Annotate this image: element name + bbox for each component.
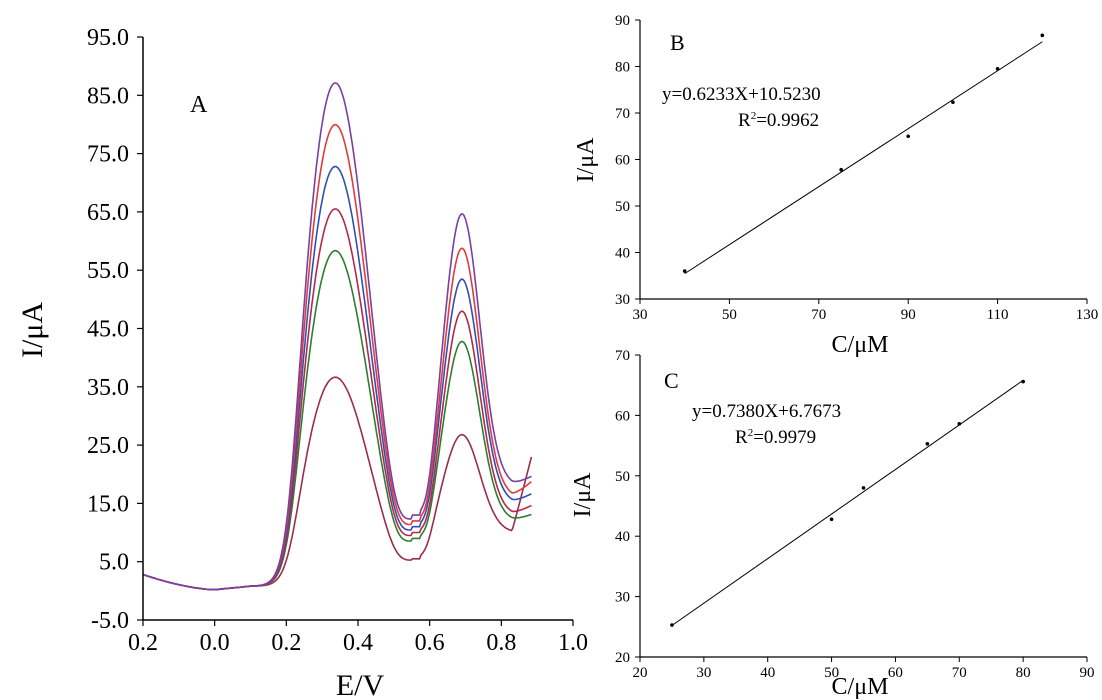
panel-b-point [682, 269, 687, 273]
panel-a-y-tick-label: 75.0 [87, 142, 129, 168]
panel-a-x-tick-label: 0.0 [200, 630, 230, 656]
panel-c-point [925, 441, 930, 446]
panel-a-series-line [142, 376, 533, 591]
panel-c-y-tick-label: 50 [615, 469, 630, 485]
panel-a-ticks: -5.0 5.0 15.0 25.0 35.0 45.0 55.0 65.0 75.0 85.0 9… [87, 25, 588, 656]
panel-a-y-tick-label: 5.0 [99, 550, 129, 576]
panel-c-x-tick-label: 30 [696, 665, 711, 681]
panel-b-point [1040, 33, 1045, 38]
panel-c-label: C [664, 368, 679, 393]
panel-b-r2-value: =0.9962 [756, 110, 819, 131]
panel-b-point [906, 134, 910, 139]
panel-b-points [682, 33, 1045, 273]
panel-a-x-tick-label: 1.0 [558, 630, 588, 656]
panel-b-r2-sup: 2 [751, 110, 757, 122]
panel-b-x-tick-label: 130 [1076, 307, 1099, 323]
panel-a-series-line [142, 123, 532, 591]
panel-c-point [670, 623, 674, 627]
panel-c-y-tick-label: 70 [615, 348, 630, 364]
panel-b-point [995, 67, 1000, 71]
panel-a-x-tick-label: 0.4 [343, 630, 373, 656]
panel-c-x-tick-label: 50 [824, 665, 839, 681]
panel-a-label: A [190, 92, 208, 118]
panel-a-y-tick-label: 25.0 [87, 433, 129, 459]
panel-b-x-label: C/μM [832, 332, 889, 358]
panel-c-r2: R2=0.9979 [735, 427, 816, 448]
panel-c-x-tick-label: 20 [633, 665, 648, 681]
panel-c-y-tick-label: 30 [615, 590, 630, 606]
panel-b-y-tick-label: 60 [615, 153, 630, 169]
panel-a-y-tick-label: 45.0 [87, 317, 129, 343]
panel-c-y-tick-label: 40 [615, 529, 630, 545]
panel-a-series-line [142, 82, 532, 591]
panel-b-equation: y=0.6233X+10.5230 [662, 84, 821, 105]
panel-c-x-tick-label: 70 [952, 665, 967, 681]
panel-b-point [839, 167, 843, 172]
panel-a-series-line [142, 249, 532, 591]
panel-b-r2-prefix: R [738, 110, 751, 131]
panel-c-r2-prefix: R [735, 427, 748, 448]
panel-b-y-tick-label: 40 [615, 246, 630, 262]
panel-b-point [951, 100, 955, 105]
panel-a-x-tick-label: 0.6 [415, 630, 445, 656]
panel-a-y-label: I/μA [16, 302, 49, 358]
panel-a-x-tick-label: 0.2 [128, 630, 158, 656]
panel-a-y-tick-label: -5.0 [91, 608, 129, 634]
panel-a-curves [142, 82, 533, 591]
panel-c-point [829, 517, 834, 522]
panel-b-x-tick-label: 50 [722, 307, 737, 323]
panel-c-equation: y=0.7380X+6.7673 [692, 401, 841, 422]
panel-b-label: B [670, 30, 685, 55]
panel-c-y-tick-label: 20 [615, 650, 630, 666]
panel-c-point [861, 486, 866, 490]
panel-a-y-tick-label: 15.0 [87, 491, 129, 517]
panel-b-y-tick-label: 80 [615, 60, 630, 76]
panel-c-r2-sup: 2 [748, 427, 754, 439]
panel-a-x-tick-label: 0.8 [486, 630, 516, 656]
panel-c-r2-value: =0.9979 [753, 427, 816, 448]
panel-a-y-tick-label: 65.0 [87, 200, 129, 226]
panel-c-x-tick-label: 90 [1080, 665, 1095, 681]
panel-c-y-tick-label: 60 [615, 408, 630, 424]
panel-c-points [670, 379, 1025, 627]
panel-c-x-label: C/μM [832, 674, 889, 700]
panel-c-fit-line [671, 379, 1024, 626]
panel-c-x-tick-label: 40 [760, 665, 775, 681]
panel-a-x-label: E/V [336, 669, 385, 700]
panel-b-r2: R2=0.9962 [738, 110, 819, 131]
panel-a: -5.0 5.0 15.0 25.0 35.0 45.0 55.0 65.0 75.0 85.0 9… [16, 25, 588, 700]
panel-c-x-tick-label: 60 [888, 665, 903, 681]
panel-b-y-tick-label: 70 [615, 106, 630, 122]
panel-b-x-tick-label: 30 [633, 307, 648, 323]
panel-b-y-label: I/μA [573, 137, 599, 183]
panel-c: 20 30 40 50 60 70 20 30 40 50 60 70 80 90 C y=0.7380X… [570, 348, 1095, 700]
panel-b-x-tick-label: 70 [811, 307, 826, 323]
panel-a-y-tick-label: 35.0 [87, 375, 129, 401]
panel-b-y-tick-label: 90 [615, 13, 630, 29]
panel-c-point [1021, 379, 1025, 384]
panel-c-ticks: 20 30 40 50 60 70 20 30 40 50 60 70 80 90 [615, 348, 1095, 681]
panel-b: 30 40 50 60 70 80 90 30 50 70 90 110 130 B y=0.6233X… [573, 13, 1098, 358]
panel-c-x-tick-label: 80 [1016, 665, 1031, 681]
panel-b-y-tick-label: 50 [615, 199, 630, 215]
panel-c-point [957, 422, 962, 426]
panel-b-x-tick-label: 90 [901, 307, 916, 323]
panel-a-y-tick-label: 95.0 [87, 25, 129, 51]
panel-b-fit-line [684, 41, 1043, 275]
panel-b-ticks: 30 40 50 60 70 80 90 30 50 70 90 110 130 [615, 13, 1098, 323]
panel-a-y-tick-label: 85.0 [87, 83, 129, 109]
panel-c-y-label: I/μA [570, 472, 596, 518]
panel-b-y-tick-label: 30 [615, 292, 630, 308]
panel-b-x-tick-label: 110 [987, 307, 1009, 323]
panel-a-x-tick-label: 0.2 [271, 630, 301, 656]
panel-a-y-tick-label: 55.0 [87, 258, 129, 284]
